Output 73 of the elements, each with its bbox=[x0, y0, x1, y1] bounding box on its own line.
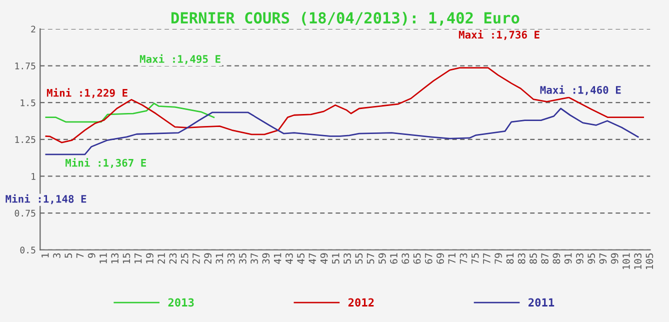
x-tick-label: 63 bbox=[402, 253, 410, 264]
y-tick-label: 1.75 bbox=[15, 62, 36, 70]
chart-title: DERNIER COURS (18/04/2013): 1,402 Euro bbox=[171, 12, 520, 26]
x-tick-label: 99 bbox=[610, 253, 618, 264]
x-tick-label: 41 bbox=[274, 253, 282, 264]
y-tick-label: 0.5 bbox=[20, 246, 36, 254]
x-tick-label: 73 bbox=[460, 253, 468, 264]
x-tick-label: 53 bbox=[344, 253, 351, 264]
annotation: Mini :1,229 E bbox=[46, 88, 128, 98]
x-tick-label: 57 bbox=[366, 253, 374, 264]
annotation: Maxi :1,460 E bbox=[540, 85, 621, 96]
x-tick-label: 59 bbox=[378, 253, 386, 264]
y-tick-label: 1.25 bbox=[15, 136, 36, 144]
x-tick-label: 43 bbox=[285, 253, 293, 264]
x-tick-label: 37 bbox=[250, 253, 258, 264]
x-tick-label: 91 bbox=[564, 253, 572, 264]
x-tick-label: 11 bbox=[100, 253, 107, 264]
x-tick-label: 103 bbox=[634, 253, 642, 270]
x-tick-label: 69 bbox=[436, 253, 444, 264]
x-tick-label: 97 bbox=[599, 253, 607, 264]
x-tick-label: 27 bbox=[192, 253, 200, 264]
x-tick-label: 15 bbox=[122, 253, 130, 264]
y-tick-label: 2 bbox=[31, 26, 36, 32]
y-tick-label: 1.5 bbox=[20, 99, 36, 106]
x-tick-label: 9 bbox=[88, 253, 96, 258]
x-tick-label: 93 bbox=[576, 253, 584, 264]
y-tick-label: 1 bbox=[32, 173, 36, 180]
x-tick-label: 77 bbox=[483, 253, 490, 264]
x-tick-label: 35 bbox=[239, 253, 246, 264]
legend-label: 2012 bbox=[348, 298, 374, 307]
x-tick-label: 81 bbox=[506, 253, 514, 264]
legend-label: 2011 bbox=[528, 298, 554, 307]
x-tick-label: 89 bbox=[552, 253, 560, 264]
line-series bbox=[45, 102, 215, 123]
x-tick-label: 79 bbox=[494, 253, 502, 264]
x-tick-label: 25 bbox=[180, 253, 188, 264]
x-tick-label: 3 bbox=[53, 253, 60, 258]
x-tick-label: 1 bbox=[42, 253, 49, 258]
x-tick-label: 29 bbox=[204, 253, 212, 264]
line-series bbox=[45, 67, 644, 144]
x-tick-label: 51 bbox=[332, 253, 340, 264]
x-tick-label: 13 bbox=[111, 253, 119, 264]
x-tick-label: 85 bbox=[530, 253, 537, 264]
x-tick-label: 31 bbox=[216, 253, 224, 264]
x-tick-label: 19 bbox=[146, 253, 154, 264]
x-tick-label: 95 bbox=[588, 253, 596, 264]
x-tick-label: 67 bbox=[424, 253, 432, 264]
x-tick-label: 5 bbox=[64, 253, 72, 258]
legend-label: 2013 bbox=[168, 298, 194, 307]
x-tick-label: 83 bbox=[518, 253, 526, 264]
annotation: Mini :1,148 E bbox=[6, 194, 86, 204]
x-tick-label: 65 bbox=[413, 253, 421, 264]
x-tick-label: 21 bbox=[158, 253, 165, 264]
x-tick-label: 45 bbox=[297, 253, 304, 264]
x-tick-label: 87 bbox=[541, 253, 549, 264]
x-tick-label: 101 bbox=[622, 253, 630, 270]
x-tick-label: 39 bbox=[262, 253, 270, 264]
x-tick-label: 33 bbox=[227, 253, 235, 264]
annotation: Maxi :1,495 E bbox=[140, 54, 220, 64]
x-tick-label: 7 bbox=[76, 253, 84, 258]
x-tick-label: 49 bbox=[320, 253, 328, 264]
x-tick-label: 23 bbox=[169, 253, 177, 264]
annotation: Mini :1,367 E bbox=[66, 158, 146, 168]
x-tick-label: 47 bbox=[308, 253, 316, 264]
annotation: Maxi :1,736 E bbox=[458, 30, 540, 40]
x-tick-label: 17 bbox=[134, 253, 142, 264]
x-tick-label: 61 bbox=[390, 253, 398, 264]
line-series bbox=[45, 108, 639, 156]
x-tick-label: 71 bbox=[448, 253, 456, 264]
y-tick-label: 0.75 bbox=[14, 210, 36, 217]
x-tick-label: 105 bbox=[646, 253, 654, 270]
x-tick-label: 75 bbox=[472, 253, 479, 264]
x-tick-label: 55 bbox=[355, 253, 363, 264]
